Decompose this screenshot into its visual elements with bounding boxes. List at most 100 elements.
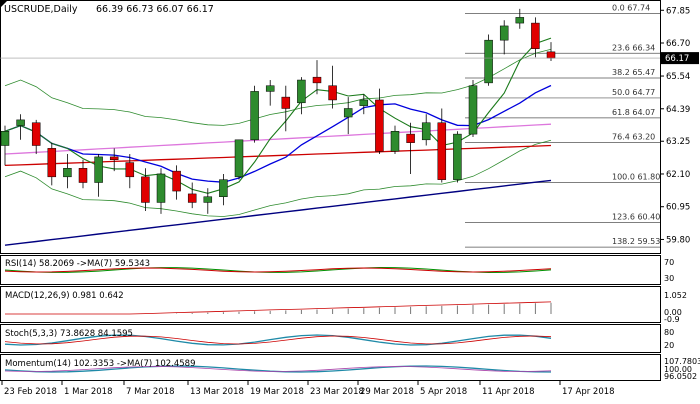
candle-body bbox=[437, 122, 447, 180]
date-tick-label: 11 Apr 2018 bbox=[482, 387, 535, 397]
price-tick-label: 65.54 bbox=[666, 72, 690, 82]
price-tick-label: 64.39 bbox=[666, 105, 690, 115]
price-tick-label: 62.10 bbox=[666, 170, 690, 180]
price-tick-label: 66.70 bbox=[666, 39, 690, 49]
candle-body bbox=[546, 51, 556, 59]
fib-level-label: 61.8 64.07 bbox=[612, 108, 655, 117]
candles bbox=[0, 8, 556, 214]
candle-body bbox=[343, 108, 353, 118]
date-tick-label: 29 Mar 2018 bbox=[360, 387, 414, 397]
ma-violet-line bbox=[4, 123, 552, 155]
candle-body bbox=[141, 176, 150, 203]
candle-body bbox=[265, 85, 275, 92]
fib-level-label: 38.2 65.47 bbox=[612, 68, 655, 77]
fib-level-label: 100.0 61.80 bbox=[612, 173, 660, 182]
main-panel-frame bbox=[0, 0, 661, 254]
bollinger-lower-line bbox=[4, 139, 552, 217]
current-price-label: 66.17 bbox=[665, 54, 689, 64]
date-tick-label: 23 Mar 2018 bbox=[310, 387, 364, 397]
date-tick-label: 23 Feb 2018 bbox=[4, 387, 57, 397]
fibonacci-levels: 0.0 67.74 23.6 66.34 38.2 65.47 50.0 64.77 6… bbox=[465, 3, 660, 248]
momentum-panel-frame bbox=[0, 354, 661, 381]
candle-body bbox=[297, 79, 306, 104]
candle-body bbox=[203, 196, 213, 203]
candle-body bbox=[16, 119, 25, 126]
candle-body bbox=[234, 139, 244, 178]
candle-body bbox=[515, 17, 525, 24]
candle-body bbox=[312, 76, 322, 84]
price-tick-label: 67.85 bbox=[666, 6, 690, 16]
candle-body bbox=[499, 25, 509, 41]
fib-level-label: 76.4 63.20 bbox=[612, 133, 655, 142]
candle-body bbox=[250, 91, 259, 141]
rsi-tick-30: 30 bbox=[664, 274, 674, 283]
header-ohlc: 66.39 66.73 66.07 66.17 bbox=[96, 4, 214, 15]
momentum-tick-top: 107.7803 bbox=[664, 357, 700, 366]
date-tick-label: 1 Mar 2018 bbox=[64, 387, 112, 397]
candle-body bbox=[390, 131, 400, 152]
date-tick-label: 13 Mar 2018 bbox=[190, 387, 244, 397]
stoch-tick-80: 80 bbox=[664, 328, 674, 337]
candle-body bbox=[31, 122, 41, 146]
ma-navy-line bbox=[4, 179, 552, 246]
candle-body bbox=[281, 96, 291, 109]
date-tick-label: 7 Mar 2018 bbox=[126, 387, 174, 397]
price-tick-label: 63.25 bbox=[666, 137, 690, 147]
rsi-label: RSI(14) 58.2069 ->MA(7) 59.5343 bbox=[5, 259, 150, 269]
macd-tick-bottom: -0.9 bbox=[664, 315, 680, 324]
candle-body bbox=[453, 133, 462, 180]
date-tick-label: 19 Mar 2018 bbox=[250, 387, 304, 397]
candle-body bbox=[328, 85, 337, 101]
candle-body bbox=[78, 168, 88, 183]
candle-body bbox=[63, 168, 72, 178]
indicators bbox=[4, 266, 552, 373]
macd-label: MACD(12,26,9) 0.981 0.642 bbox=[5, 291, 124, 301]
rsi-tick-70: 70 bbox=[664, 258, 674, 267]
candle-body bbox=[125, 162, 135, 178]
candle-body bbox=[94, 156, 103, 183]
candle-body bbox=[156, 173, 166, 203]
candle-body bbox=[406, 133, 415, 143]
momentum-ma-line bbox=[4, 366, 552, 372]
price-tick-label: 59.80 bbox=[666, 235, 690, 245]
macd-tick-zero: 0.00 bbox=[664, 308, 682, 317]
candle-body bbox=[468, 85, 478, 135]
stoch-label: Stoch(5,3,3) 73.8628 84.1595 bbox=[5, 329, 133, 339]
momentum-tick-bottom: 96.0502 bbox=[664, 372, 697, 381]
candle-body bbox=[359, 99, 369, 106]
date-tick-label: 5 Apr 2018 bbox=[420, 387, 467, 397]
candle-body bbox=[109, 156, 119, 160]
date-axis: 23 Feb 2018 1 Mar 2018 7 Mar 2018 13 Mar 20… bbox=[1, 381, 615, 397]
bollinger-upper-line bbox=[4, 48, 552, 126]
fib-level-label: 0.0 67.74 bbox=[612, 3, 650, 12]
stoch-tick-20: 20 bbox=[664, 341, 674, 350]
candle-body bbox=[219, 179, 228, 198]
date-tick-label: 17 Apr 2018 bbox=[562, 387, 615, 397]
candle-body bbox=[187, 193, 197, 203]
candle-body bbox=[484, 39, 493, 84]
ma-blue-line bbox=[4, 84, 552, 183]
fib-level-label: 23.6 66.34 bbox=[612, 43, 655, 52]
fib-level-label: 123.6 60.40 bbox=[612, 212, 660, 221]
rsi-ma-line bbox=[4, 267, 552, 273]
current-price-badge bbox=[661, 52, 699, 65]
momentum-tick-mid: 100.00 bbox=[664, 365, 692, 374]
stoch-main-line bbox=[4, 334, 552, 346]
candle-body bbox=[531, 22, 540, 49]
stoch-signal-line bbox=[4, 335, 552, 345]
corner-arrow-icon bbox=[0, 0, 8, 8]
candle-body bbox=[47, 148, 57, 178]
candle-body bbox=[172, 170, 181, 192]
price-tick-label: 60.95 bbox=[666, 203, 690, 213]
header-symbol: USCRUDE,Daily bbox=[4, 4, 78, 15]
candle-body bbox=[421, 122, 431, 141]
fib-level-label: 138.2 59.53 bbox=[612, 237, 660, 246]
macd-tick-top: 1.052 bbox=[664, 291, 687, 300]
fib-level-label: 50.0 64.77 bbox=[612, 88, 655, 97]
price-axis: 67.85 66.70 65.54 64.39 63.25 62.10 60.95 59.80… bbox=[0, 6, 699, 245]
macd-signal-line bbox=[5, 301, 552, 315]
candle-body bbox=[0, 131, 10, 146]
candle-body bbox=[375, 99, 384, 152]
